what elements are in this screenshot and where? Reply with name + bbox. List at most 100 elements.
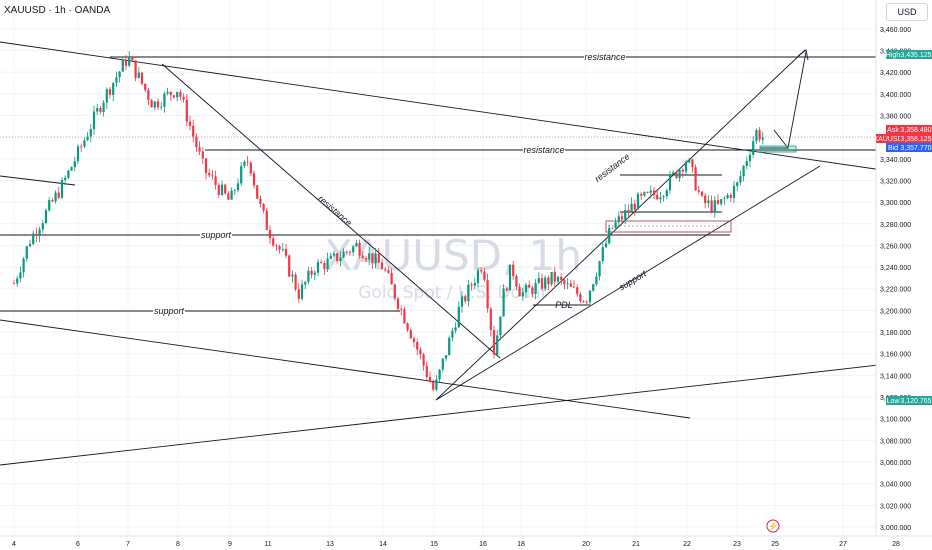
y-tick-label: 3,000.000 — [880, 525, 911, 532]
candle-body — [752, 141, 755, 155]
candle-body — [348, 251, 352, 253]
candle-body — [467, 284, 470, 302]
candle-body — [732, 185, 736, 199]
candle-body — [755, 130, 758, 142]
candle-body — [227, 193, 230, 200]
candle-body — [358, 243, 361, 256]
candle-body — [742, 166, 745, 177]
candle-body — [729, 194, 732, 199]
y-tick-label: 3,160.000 — [880, 352, 911, 359]
candle-body — [694, 167, 697, 191]
candle-body — [236, 183, 240, 191]
candle-body — [137, 72, 140, 78]
candle-body — [720, 199, 723, 204]
candle-body — [48, 200, 51, 211]
candle-body — [748, 154, 752, 162]
candle-body — [217, 184, 220, 195]
channel-support-line[interactable] — [435, 165, 821, 401]
y-tick-label: 3,180.000 — [880, 330, 911, 337]
candle-body — [176, 91, 179, 98]
candle-body — [400, 308, 403, 310]
candle-body — [182, 96, 185, 100]
candle-body — [566, 283, 569, 285]
candle-body — [150, 99, 153, 108]
diagonal-resistance-line[interactable] — [161, 63, 501, 359]
candle-body — [409, 329, 412, 339]
candle-body — [179, 91, 182, 97]
candle-body — [297, 289, 300, 299]
support-lower-label: support — [154, 306, 185, 316]
demand-zone-box[interactable] — [605, 220, 732, 233]
pdl-label: PDL — [555, 300, 573, 310]
high-tag-value-bg — [900, 50, 932, 59]
y-tick-label: 3,320.000 — [880, 178, 911, 185]
grid — [0, 28, 876, 528]
candle-body — [700, 191, 704, 196]
candle-body — [425, 365, 428, 377]
candle-body — [281, 249, 284, 250]
candle-body — [476, 270, 480, 283]
candle-body — [624, 209, 627, 220]
low-tag-value-bg — [900, 396, 932, 405]
candle-body — [448, 337, 451, 356]
x-tick-label: 6 — [76, 541, 80, 548]
candles — [12, 51, 764, 392]
y-tick-label: 3,240.000 — [880, 265, 911, 272]
candle-body — [22, 258, 25, 273]
label-bg — [523, 144, 565, 156]
candle-body — [668, 174, 672, 191]
y-tick-label: 3,340.000 — [880, 157, 911, 164]
x-tick-label: 27 — [839, 541, 847, 548]
candle-body — [656, 194, 659, 200]
candle-body — [163, 93, 166, 107]
label-bg — [584, 51, 626, 63]
candle-body — [12, 283, 16, 285]
candle-body — [329, 255, 332, 259]
candle-body — [716, 200, 720, 204]
candle-body — [83, 140, 86, 147]
economic-event-marker[interactable] — [766, 519, 780, 533]
candle-body — [643, 192, 646, 196]
candle-body — [377, 253, 380, 263]
ask-tag-label-bg — [886, 125, 900, 134]
candle-body — [473, 282, 476, 286]
candle-body — [553, 272, 556, 282]
candle-body — [294, 274, 297, 290]
candle-body — [323, 263, 326, 270]
candle-body — [211, 175, 214, 177]
candle-body — [51, 200, 54, 202]
candle-body — [313, 272, 316, 275]
candle-body — [672, 172, 675, 175]
candle-body — [352, 246, 355, 253]
target-zone-box[interactable] — [759, 145, 797, 153]
candle-body — [614, 222, 617, 228]
lower-descending-trendline[interactable] — [0, 319, 691, 419]
candle-body — [368, 253, 371, 260]
candle-body — [198, 147, 201, 152]
candle-body — [585, 301, 588, 303]
candle-body — [307, 270, 310, 283]
candle-body — [80, 146, 83, 148]
price-axis[interactable] — [876, 0, 932, 550]
candle-body — [515, 276, 518, 287]
candle-body — [390, 272, 393, 285]
candle-body — [310, 270, 313, 275]
candle-body — [560, 276, 563, 280]
candle-body — [480, 270, 483, 272]
long-ascending-trendline[interactable] — [0, 362, 897, 466]
x-tick-label: 15 — [430, 541, 438, 548]
candle-body — [195, 136, 198, 148]
candle-body — [723, 198, 726, 200]
time-axis[interactable] — [0, 536, 932, 550]
candle-body — [697, 190, 700, 192]
currency-button[interactable]: USD — [886, 3, 928, 21]
symbol-header[interactable]: XAUUSD · 1h · OANDA — [4, 5, 111, 16]
candle-body — [537, 278, 540, 283]
candle-body — [118, 71, 121, 78]
x-tick-label: 9 — [228, 541, 232, 548]
candle-body — [121, 59, 124, 72]
y-tick-label: 3,260.000 — [880, 243, 911, 250]
candle-body — [441, 358, 444, 370]
candle-body — [595, 276, 598, 285]
